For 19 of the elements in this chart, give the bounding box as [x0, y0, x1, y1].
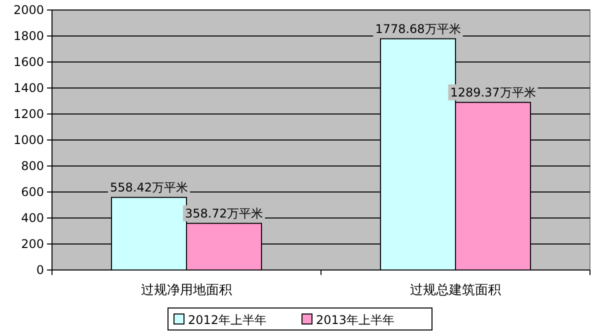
data-label: 1289.37万平米: [450, 85, 536, 100]
y-tick-label: 1600: [13, 55, 44, 69]
y-tick-label: 0: [36, 263, 44, 277]
x-tick-label: 过规净用地面积: [141, 283, 232, 298]
legend-label: 2012年上半年: [188, 313, 267, 327]
y-tick-label: 200: [21, 237, 44, 251]
y-tick-label: 1400: [13, 81, 44, 95]
y-tick-label: 1000: [13, 133, 44, 147]
y-tick-label: 600: [21, 185, 44, 199]
data-label: 558.42万平米: [110, 180, 188, 194]
x-tick-label: 过规总建筑面积: [410, 283, 501, 298]
y-tick-label: 400: [21, 211, 44, 225]
y-tick-label: 1800: [13, 29, 44, 43]
y-tick-label: 2000: [13, 3, 44, 17]
data-label: 1778.68万平米: [375, 22, 461, 36]
legend-label: 2013年上半年: [316, 313, 395, 327]
y-tick-label: 1200: [13, 107, 44, 121]
data-label: 358.72万平米: [185, 206, 263, 220]
y-tick-label: 800: [21, 159, 44, 173]
